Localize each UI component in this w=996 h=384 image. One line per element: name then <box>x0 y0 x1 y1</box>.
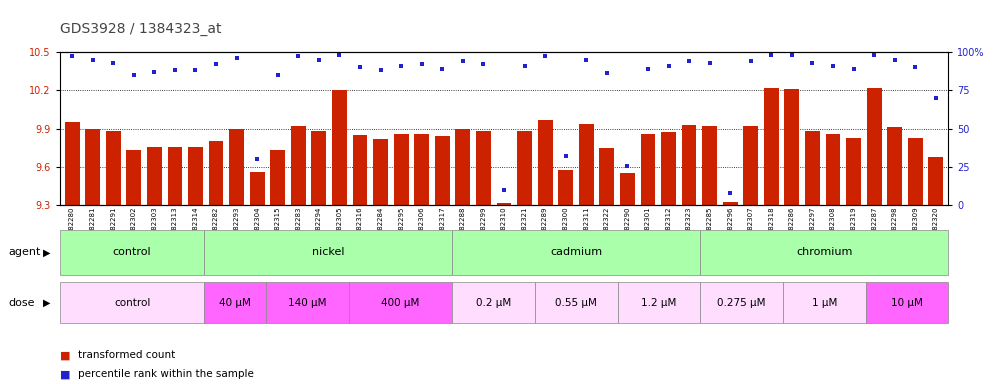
Bar <box>559 170 573 205</box>
Text: 10 μM: 10 μM <box>891 298 923 308</box>
Bar <box>579 124 594 205</box>
Bar <box>476 131 491 205</box>
Bar <box>640 134 655 205</box>
Text: control: control <box>113 247 151 258</box>
Bar <box>106 131 121 205</box>
Text: chromium: chromium <box>796 247 853 258</box>
Bar <box>743 126 758 205</box>
Text: ▶: ▶ <box>43 247 51 258</box>
Bar <box>887 127 902 205</box>
Bar <box>826 134 841 205</box>
Bar <box>167 147 182 205</box>
Bar <box>702 126 717 205</box>
Bar <box>847 137 861 205</box>
Bar <box>250 172 265 205</box>
Bar <box>126 151 141 205</box>
Text: 0.2 μM: 0.2 μM <box>476 298 511 308</box>
Text: transformed count: transformed count <box>78 350 175 360</box>
Bar <box>65 122 80 205</box>
Text: 140 μM: 140 μM <box>289 298 327 308</box>
Bar <box>497 203 511 205</box>
Bar <box>867 88 881 205</box>
Bar <box>86 129 100 205</box>
Text: nickel: nickel <box>312 247 345 258</box>
Bar <box>785 89 800 205</box>
Text: 400 μM: 400 μM <box>381 298 420 308</box>
Bar <box>538 120 553 205</box>
Text: dose: dose <box>8 298 35 308</box>
Text: GDS3928 / 1384323_at: GDS3928 / 1384323_at <box>60 22 221 36</box>
Text: agent: agent <box>8 247 41 258</box>
Text: 1 μM: 1 μM <box>812 298 837 308</box>
Text: percentile rank within the sample: percentile rank within the sample <box>78 369 254 379</box>
Bar <box>908 137 922 205</box>
Bar <box>147 147 161 205</box>
Text: 0.55 μM: 0.55 μM <box>556 298 598 308</box>
Bar <box>414 134 429 205</box>
Bar <box>600 148 615 205</box>
Bar <box>312 131 327 205</box>
Text: 40 μM: 40 μM <box>219 298 251 308</box>
Bar <box>188 147 203 205</box>
Bar <box>208 141 223 205</box>
Bar <box>374 139 388 205</box>
Text: ▶: ▶ <box>43 298 51 308</box>
Bar <box>681 125 696 205</box>
Text: cadmium: cadmium <box>550 247 603 258</box>
Bar <box>393 134 408 205</box>
Text: 1.2 μM: 1.2 μM <box>641 298 676 308</box>
Bar <box>517 131 532 205</box>
Bar <box>805 131 820 205</box>
Bar <box>270 151 285 205</box>
Text: ■: ■ <box>60 350 71 360</box>
Bar <box>455 129 470 205</box>
Bar <box>764 88 779 205</box>
Bar <box>353 135 368 205</box>
Bar <box>229 129 244 205</box>
Bar <box>332 90 347 205</box>
Bar <box>661 132 676 205</box>
Text: 0.275 μM: 0.275 μM <box>717 298 766 308</box>
Bar <box>928 157 943 205</box>
Text: control: control <box>114 298 150 308</box>
Bar <box>291 126 306 205</box>
Bar <box>620 174 634 205</box>
Bar <box>723 202 738 205</box>
Bar <box>435 136 449 205</box>
Text: ■: ■ <box>60 369 71 379</box>
